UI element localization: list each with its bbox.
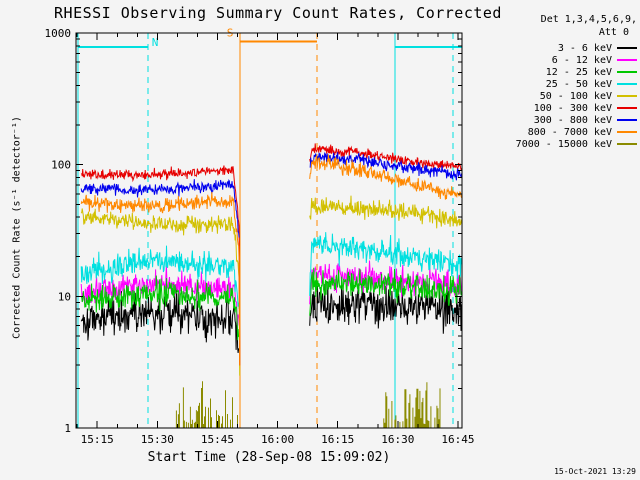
legend-label: 100 - 300 keV: [533, 102, 612, 114]
series-25-50-kev: [309, 232, 463, 296]
legend-color-line: [617, 95, 637, 97]
legend-label: 6 - 12 keV: [551, 54, 612, 66]
legend-label: 300 - 800 keV: [533, 114, 612, 126]
legend-entry-6-12-kev: 6 - 12 keV: [516, 54, 637, 66]
series-50-100-kev: [80, 208, 241, 376]
y-tick-label: 100: [51, 159, 71, 172]
legend-entry-25-50-kev: 25 - 50 keV: [516, 78, 637, 90]
series-800-7000-kev: [80, 192, 241, 366]
series-12-25-kev: [309, 267, 463, 316]
legend-color-line: [617, 119, 637, 121]
legend-entry-100-300-kev: 100 - 300 keV: [516, 102, 637, 114]
legend-entry-7000-15000-kev: 7000 - 15000 keV: [516, 138, 637, 150]
legend: Det 1,3,4,5,6,9, Att 0 3 - 6 keV 6 - 12 k…: [516, 13, 637, 150]
series-3-6-kev: [309, 281, 463, 334]
x-tick-label: 16:15: [321, 433, 354, 446]
series-300-800-kev: [80, 178, 240, 238]
x-tick-label: 16:00: [261, 433, 294, 446]
legend-label: 3 - 6 keV: [557, 42, 612, 54]
y-tick-label: 1000: [45, 27, 72, 40]
series-6-12-kev: [309, 260, 463, 305]
series-3-6-kev: [80, 284, 240, 354]
legend-entries: 3 - 6 keV 6 - 12 keV 12 - 25 keV 25 - 50 ke…: [516, 42, 637, 150]
legend-entry-12-25-kev: 12 - 25 keV: [516, 66, 637, 78]
legend-color-line: [617, 59, 637, 61]
legend-color-line: [617, 71, 637, 73]
legend-label: 50 - 100 keV: [539, 90, 612, 102]
series-7000-15000-kev: [175, 381, 441, 428]
legend-entry-3-6-kev: 3 - 6 keV: [516, 42, 637, 54]
y-axis-label: Corrected Count Rate (s⁻¹ detector⁻¹): [11, 116, 23, 339]
legend-color-line: [617, 83, 637, 85]
creation-timestamp: 15-Oct-2021 13:29: [554, 467, 636, 476]
legend-label: 12 - 25 keV: [545, 66, 612, 78]
legend-color-line: [617, 131, 637, 133]
series-100-300-kev: [81, 165, 241, 366]
legend-label: 800 - 7000 keV: [527, 126, 612, 138]
legend-entry-50-100-kev: 50 - 100 keV: [516, 90, 637, 102]
series-300-800-kev: [309, 152, 462, 181]
legend-label: 7000 - 15000 keV: [515, 138, 612, 150]
x-tick-label: 16:30: [381, 433, 414, 446]
legend-color-line: [617, 107, 637, 109]
legend-color-line: [617, 143, 637, 145]
x-tick-label: 15:30: [141, 433, 174, 446]
legend-detectors: Det 1,3,4,5,6,9,: [540, 14, 637, 25]
series-100-300-kev: [309, 143, 463, 172]
chart-title: RHESSI Observing Summary Count Rates, Co…: [54, 4, 502, 22]
legend-attenuator: Att 0: [598, 27, 629, 38]
legend-entry-300-800-kev: 300 - 800 keV: [516, 114, 637, 126]
x-tick-label: 15:45: [201, 433, 234, 446]
y-tick-label: 10: [58, 290, 71, 303]
legend-entry-800-7000-kev: 800 - 7000 keV: [516, 126, 637, 138]
x-tick-label: 16:45: [441, 433, 474, 446]
plot-frame: [75, 32, 463, 429]
legend-label: 25 - 50 keV: [545, 78, 612, 90]
x-tick-label: 15:15: [81, 433, 114, 446]
x-axis-label: Start Time (28-Sep-08 15:09:02): [147, 450, 391, 465]
flag-label-N: N: [152, 36, 159, 49]
legend-color-line: [617, 47, 637, 49]
series-50-100-kev: [309, 195, 463, 229]
series-25-50-kev: [80, 245, 240, 310]
series-800-7000-kev: [309, 154, 463, 200]
series-12-25-kev: [81, 275, 240, 341]
y-tick-label: 1: [64, 422, 71, 435]
